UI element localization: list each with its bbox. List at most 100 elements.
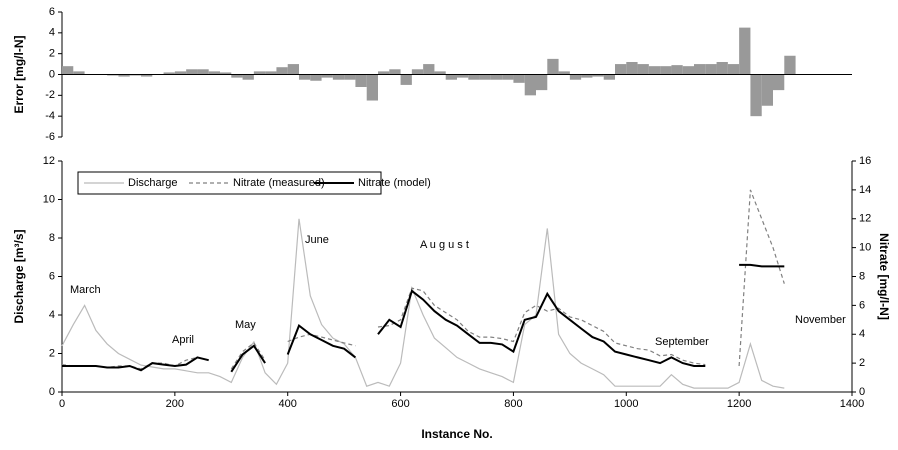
bar <box>581 74 593 78</box>
bar <box>197 69 209 75</box>
bar <box>603 74 615 80</box>
annotation: A u g u s t <box>420 239 469 251</box>
bar <box>423 64 435 75</box>
bar <box>118 74 130 77</box>
x-tick-label: 1000 <box>614 398 638 410</box>
bar <box>592 74 604 77</box>
x-tick-label: 1200 <box>727 398 751 410</box>
y2-tick-label: 0 <box>859 386 865 398</box>
y-tick-label: 6 <box>49 270 55 282</box>
bar <box>648 66 661 75</box>
bar <box>400 74 412 85</box>
bar <box>502 74 514 80</box>
bar <box>615 64 627 75</box>
bar <box>773 74 785 91</box>
legend-label: Nitrate (model) <box>358 177 431 189</box>
bar <box>513 74 525 83</box>
y-tick-label: 0 <box>49 68 55 80</box>
series-line <box>62 263 785 373</box>
annotation: April <box>172 334 194 346</box>
y-tick-label: 8 <box>49 232 55 244</box>
bar <box>129 74 141 76</box>
bar <box>73 71 85 75</box>
y-tick-label: -2 <box>45 89 55 101</box>
y2-tick-label: 2 <box>859 357 865 369</box>
bar <box>62 66 74 75</box>
y-axis-label: Discharge [m³/s] <box>12 229 26 323</box>
y-tick-label: 12 <box>43 155 55 167</box>
y-tick-label: 4 <box>49 309 55 321</box>
bar <box>434 71 446 75</box>
bar <box>694 64 706 75</box>
y-tick-label: -6 <box>45 131 55 143</box>
y-tick-label: 6 <box>49 6 55 18</box>
y2-tick-label: 10 <box>859 242 871 254</box>
x-tick-label: 800 <box>504 398 522 410</box>
series-line <box>61 218 785 389</box>
bar <box>637 64 649 75</box>
bar <box>310 74 322 81</box>
y-axis-label: Error [mg/l-N] <box>12 35 26 113</box>
bar <box>682 66 694 75</box>
y-tick-label: 4 <box>49 27 55 39</box>
bar <box>727 64 740 75</box>
bar <box>468 74 480 80</box>
y-tick-label: 2 <box>49 48 55 60</box>
bar <box>141 74 153 77</box>
y2-tick-label: 14 <box>859 184 871 196</box>
bar <box>524 74 536 96</box>
x-tick-label: 0 <box>59 398 65 410</box>
y2-tick-label: 12 <box>859 213 871 225</box>
y-tick-label: 10 <box>43 193 55 205</box>
y-tick-label: -4 <box>45 110 55 122</box>
bar <box>716 62 728 75</box>
bar <box>355 74 367 87</box>
legend-box <box>77 171 382 195</box>
bar <box>174 71 187 75</box>
y2-tick-label: 6 <box>859 299 865 311</box>
bar <box>411 69 424 75</box>
annotation: November <box>795 314 846 326</box>
legend-label: Nitrate (measured) <box>233 177 325 189</box>
bar <box>784 55 796 75</box>
x-tick-label: 200 <box>166 398 184 410</box>
bar <box>671 65 683 75</box>
bar <box>739 27 751 75</box>
y2-axis-label: Nitrate [mg/l-N] <box>877 233 891 320</box>
y2-tick-label: 16 <box>859 155 871 167</box>
bar <box>479 74 491 80</box>
bar <box>242 74 254 80</box>
bar <box>186 69 198 75</box>
annotation: September <box>655 336 709 348</box>
bar <box>547 58 559 75</box>
bar <box>163 72 175 75</box>
y2-tick-label: 4 <box>859 328 865 340</box>
x-tick-label: 1400 <box>840 398 864 410</box>
bar <box>287 64 299 75</box>
x-tick-label: 600 <box>391 398 409 410</box>
bar <box>558 71 570 75</box>
legend-label: Discharge <box>128 177 178 189</box>
bar <box>457 74 469 78</box>
y-tick-label: 2 <box>49 347 55 359</box>
bar <box>332 74 345 80</box>
bar <box>389 69 401 75</box>
bar <box>569 74 582 80</box>
x-axis-label: Instance No. <box>421 427 492 441</box>
bar <box>107 74 119 76</box>
bar <box>660 66 672 75</box>
annotation: June <box>305 234 329 246</box>
bar <box>750 74 762 117</box>
bar <box>231 74 243 78</box>
annotation: March <box>70 284 101 296</box>
bar <box>705 64 717 75</box>
bar <box>344 74 356 80</box>
annotation: May <box>235 319 256 331</box>
bar <box>253 71 266 75</box>
bar <box>366 74 378 101</box>
bar <box>220 72 232 75</box>
bar <box>321 74 333 78</box>
bar <box>626 62 638 75</box>
bar <box>299 74 311 80</box>
